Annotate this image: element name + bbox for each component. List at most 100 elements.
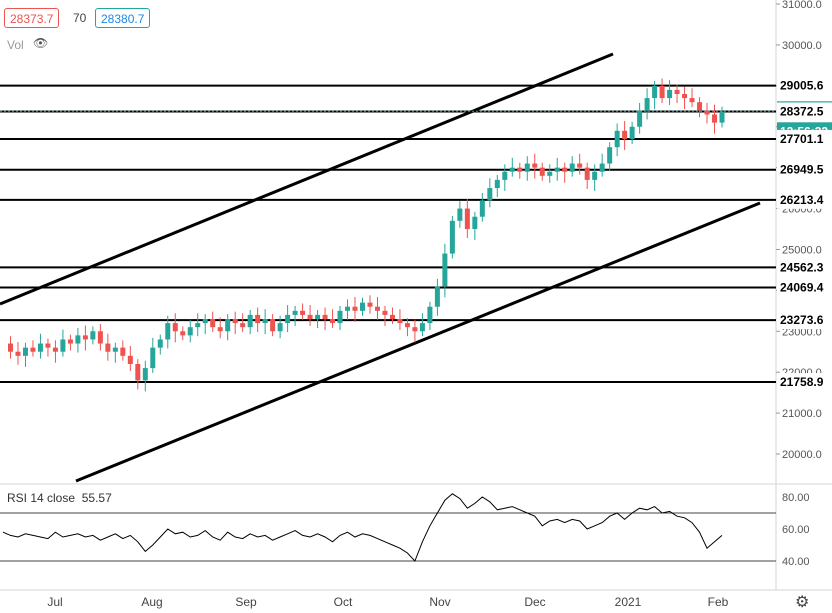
price-tick-label: 30000.0 [782, 40, 822, 52]
candle-body [397, 319, 403, 324]
candle-body [322, 314, 328, 319]
candle-body [374, 306, 380, 311]
candle-body [457, 208, 463, 221]
price-tick-label: 23000.0 [782, 326, 822, 338]
candle-body [105, 343, 111, 352]
candle-body [127, 355, 133, 364]
candle-body [644, 98, 650, 111]
candle-body [172, 323, 178, 332]
candle-body [352, 306, 358, 311]
price-badge-label: 27701.1 [780, 132, 824, 146]
time-axis-label: 2021 [615, 595, 642, 609]
candle-body [704, 110, 710, 115]
candle-body [539, 167, 545, 176]
candle-body [300, 310, 306, 315]
price-badge-bg [777, 160, 832, 179]
candle-body [292, 310, 298, 315]
price-badge-label: 23273.6 [780, 313, 824, 327]
candle-body [45, 343, 51, 348]
candle-body [337, 310, 343, 324]
bid-price-box[interactable]: 28373.7 [4, 8, 60, 28]
candle-body [232, 319, 238, 324]
candle-body [494, 179, 500, 189]
candle-body [277, 323, 283, 332]
volume-label: Vol [7, 38, 24, 52]
candle-body [37, 343, 43, 352]
candle-body [569, 163, 575, 172]
price-badge-bg [777, 76, 832, 95]
candle-body [697, 102, 703, 111]
candle-body [180, 331, 186, 336]
price-badge-label: 29005.6 [780, 79, 824, 93]
spread-value: 70 [70, 8, 90, 28]
price-badge-label: 28372.5 [780, 104, 824, 118]
rsi-line [2, 493, 723, 562]
time-axis-label: Jul [47, 595, 62, 609]
candles-group [7, 78, 725, 392]
price-badge-bg [777, 190, 832, 209]
price-tick-label: 31000.0 [782, 0, 822, 11]
candle-body [524, 163, 530, 172]
candle-body [202, 319, 208, 324]
price-badge-bg [777, 311, 832, 330]
rsi-tick-label: 40.00 [782, 556, 810, 568]
candle-body [67, 339, 73, 344]
candle-body [502, 171, 508, 180]
candle-body [225, 319, 231, 332]
candle-body [142, 368, 148, 381]
candle-body [412, 327, 418, 332]
price-badge-label: 26949.5 [780, 163, 824, 177]
candle-body [659, 85, 665, 99]
candle-body [120, 347, 126, 356]
time-axis-label: Oct [334, 595, 353, 609]
time-axis-label: Sep [235, 595, 257, 609]
candle-body [562, 167, 568, 172]
ask-price-box[interactable]: 28380.7 [95, 8, 151, 28]
candle-body [210, 319, 216, 328]
candle-body [135, 364, 141, 381]
price-badge-label: 21758.9 [780, 375, 824, 389]
candle-body [419, 323, 425, 332]
candle-body [599, 163, 605, 172]
candle-body [577, 163, 583, 168]
candle-body [255, 314, 261, 324]
channel-lower-line [75, 201, 761, 483]
price-badge-bg [777, 102, 832, 121]
candle-body [637, 110, 643, 127]
candle-body [285, 314, 291, 324]
candle-body [464, 208, 470, 229]
candle-body [449, 220, 455, 254]
candle-body [52, 347, 58, 352]
rsi-value: 55.57 [81, 491, 112, 505]
candle-body [330, 319, 336, 324]
candle-body [584, 167, 590, 180]
candle-body [307, 314, 313, 319]
price-badge-label: 24562.3 [780, 260, 824, 274]
candle-body [82, 335, 88, 340]
candle-body [165, 323, 171, 340]
candle-body [90, 331, 96, 340]
price-badge-label: 24069.4 [780, 281, 824, 295]
gear-icon[interactable]: ⚙ [795, 594, 810, 611]
price-badge-bg [777, 258, 832, 277]
candle-body [150, 347, 156, 369]
candle-body [382, 310, 388, 315]
eye-hidden-icon[interactable]: 👁 [33, 36, 49, 50]
candle-body [345, 306, 351, 311]
candle-body [689, 98, 695, 103]
candle-body [622, 130, 628, 139]
candle-body [712, 114, 718, 123]
candle-body [157, 339, 163, 348]
candle-body [315, 314, 321, 319]
candle-body [404, 323, 410, 328]
candle-body [60, 339, 66, 352]
rsi-tick-label: 60.00 [782, 524, 810, 536]
candle-body [360, 302, 365, 311]
price-tick-label: 25000.0 [782, 244, 822, 256]
candle-body [270, 319, 276, 332]
candle-body [629, 126, 635, 139]
price-badge-bg [777, 278, 832, 297]
rsi-legend: RSI 14 close 55.57 [7, 491, 112, 505]
candle-body [240, 323, 246, 328]
